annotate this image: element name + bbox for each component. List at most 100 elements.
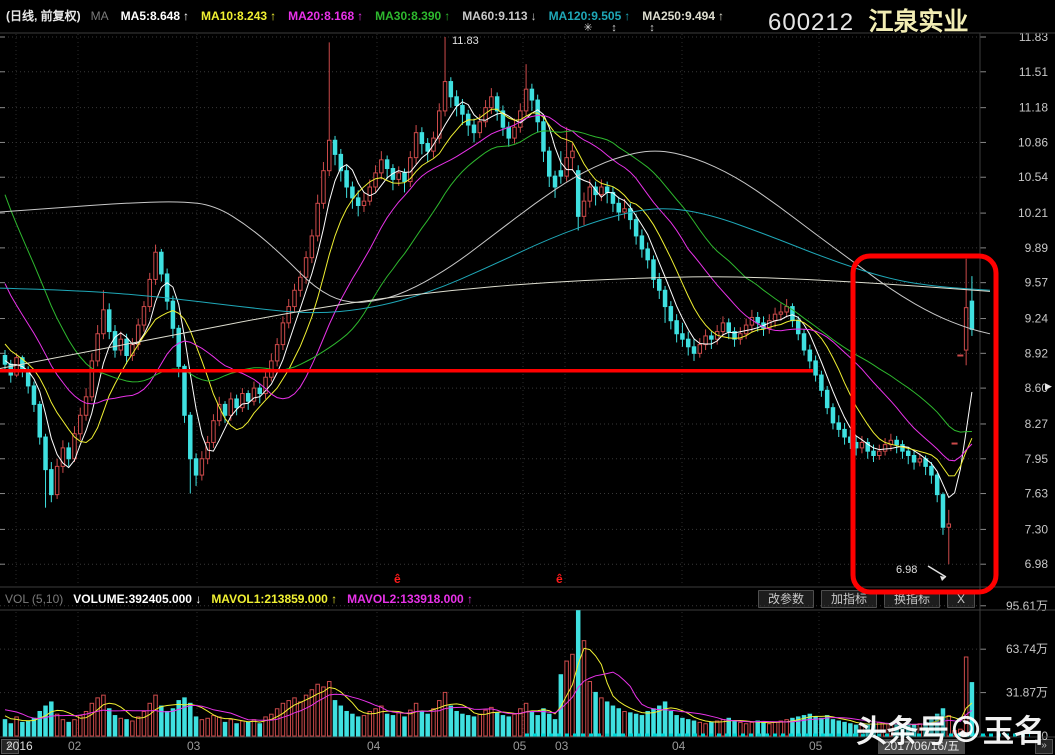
candle-body xyxy=(60,447,66,467)
volume-bar xyxy=(460,713,465,737)
volume-bar xyxy=(709,721,714,737)
volume-bar xyxy=(842,721,847,737)
candle-body xyxy=(494,96,500,112)
volume-bar xyxy=(732,720,737,737)
candle-body xyxy=(332,139,338,155)
candle-body xyxy=(865,441,870,452)
volume-bar xyxy=(448,705,454,737)
candle-body xyxy=(390,168,396,180)
ma250-line xyxy=(0,276,991,369)
candle-body xyxy=(900,444,905,452)
volume-bar xyxy=(193,716,199,737)
candle-body xyxy=(749,316,755,326)
candle-body xyxy=(871,450,876,456)
ma10-line xyxy=(4,108,973,477)
candle-body xyxy=(720,322,726,333)
candle-body xyxy=(518,110,523,128)
add-indicator-button[interactable]: 加指标 xyxy=(820,589,877,608)
candle-body xyxy=(135,324,141,346)
volume-bar xyxy=(135,716,141,737)
volume-bar xyxy=(153,694,158,737)
volume-bar xyxy=(37,710,42,737)
candle-body xyxy=(489,96,494,109)
scroll-right-button[interactable]: » xyxy=(1035,739,1053,754)
candle-body xyxy=(599,186,604,196)
scroll-left-button[interactable]: « xyxy=(1,739,19,754)
modify-params-button[interactable]: 改参数 xyxy=(757,589,814,608)
candle-body xyxy=(581,200,587,217)
volume-bar xyxy=(147,702,152,737)
volume-bar xyxy=(807,713,813,737)
volume-bar xyxy=(338,705,344,737)
volume-bar xyxy=(402,716,407,737)
candle-body xyxy=(616,202,621,213)
price-axis-label: 10.21 xyxy=(1018,206,1048,220)
candle-body xyxy=(940,494,946,528)
candle-body xyxy=(338,153,344,172)
ex-rights-marker-icon: ê xyxy=(556,572,563,586)
volume-bar xyxy=(691,720,697,737)
volume-bar xyxy=(309,689,315,737)
candle-body xyxy=(691,346,697,354)
candle-body xyxy=(309,235,315,259)
candle-body xyxy=(512,126,517,139)
candle-body xyxy=(182,365,187,416)
ma-group-label: MA xyxy=(90,8,109,23)
candle-body xyxy=(819,374,824,391)
volume-bar xyxy=(269,713,274,737)
candle-body xyxy=(639,235,645,250)
candle-body xyxy=(836,422,842,430)
volume-bar xyxy=(112,715,118,737)
volume-bar xyxy=(228,719,234,737)
candle-body xyxy=(234,398,239,409)
candle-body xyxy=(442,81,448,112)
volume-bar xyxy=(83,710,89,737)
volume-bar xyxy=(8,723,14,737)
candle-body xyxy=(413,132,419,159)
volume-bar xyxy=(222,721,228,737)
candle-body xyxy=(575,170,581,217)
price-axis-label: 11.18 xyxy=(1019,101,1048,115)
volume-indicator-bar: VOL (5,10) VOLUME:392405.000 ↓ MAVOL1:213… xyxy=(0,589,1055,609)
candle-body xyxy=(263,376,268,395)
candle-body xyxy=(373,172,378,188)
volume-bar xyxy=(437,700,442,737)
low-arrowhead xyxy=(940,576,946,581)
volume-bar xyxy=(674,715,679,737)
ma-value-ma5: MA5:8.648 ↑ xyxy=(120,8,190,23)
candle-body xyxy=(824,389,830,409)
stock-code: 600212 xyxy=(768,9,855,36)
watermark-prefix: 头条号 xyxy=(856,714,949,749)
trend-arrow-icon: ↓ xyxy=(530,8,537,23)
candle-body xyxy=(703,335,708,346)
volume-bar xyxy=(813,716,818,737)
volume-bar xyxy=(425,713,430,737)
volume-bar xyxy=(31,717,37,737)
candle-body xyxy=(651,259,656,280)
trend-arrow-icon: ↑ xyxy=(444,8,451,23)
candle-body xyxy=(790,306,795,322)
candle-body xyxy=(628,208,633,221)
volume-bar xyxy=(743,723,749,737)
ma-value-ma20: MA20:8.168 ↑ xyxy=(288,8,364,23)
candle-body xyxy=(367,186,373,202)
price-axis-label: 9.57 xyxy=(1025,276,1049,290)
candle-body xyxy=(106,309,112,333)
candle-body xyxy=(888,439,894,446)
candle-body xyxy=(216,403,222,422)
volume-bar xyxy=(251,719,257,737)
price-axis-label: 8.27 xyxy=(1025,417,1049,431)
volume-bar xyxy=(95,697,100,737)
volume-axis-label: 31.87万 xyxy=(1006,686,1048,700)
volume-bar xyxy=(819,717,824,737)
candle-body xyxy=(552,175,558,188)
volume-bar xyxy=(130,720,135,737)
volume-bar xyxy=(216,716,222,737)
volume-bar xyxy=(176,700,181,737)
switch-indicator-button[interactable]: 换指标 xyxy=(883,589,940,608)
close-indicator-button[interactable]: X xyxy=(946,589,975,608)
volume-bar xyxy=(824,715,830,737)
candle-body xyxy=(257,387,263,395)
